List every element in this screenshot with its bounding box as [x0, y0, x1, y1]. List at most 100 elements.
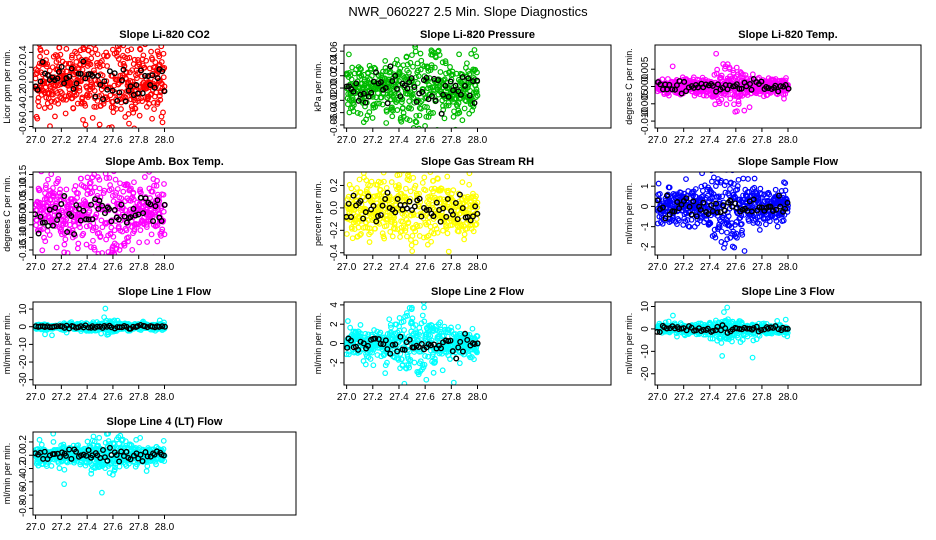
x-tick-label: 27.8 [129, 135, 149, 146]
data-point [344, 318, 351, 324]
data-point [141, 174, 148, 180]
data-point [106, 28, 111, 33]
reference-point [733, 81, 740, 88]
reference-point [142, 195, 149, 202]
plot-frame [32, 301, 297, 386]
y-tick-label: -0.6 [18, 117, 29, 135]
reference-point [83, 216, 90, 223]
data-point [111, 172, 117, 175]
reference-point [442, 82, 449, 89]
panel-title: Slope Gas Stream RH [421, 156, 534, 168]
data-point [402, 225, 409, 231]
data-point [130, 189, 137, 196]
data-point [149, 115, 155, 122]
reference-point [408, 206, 415, 213]
data-point [347, 324, 354, 331]
data-point [108, 124, 115, 128]
reference-point [669, 86, 676, 93]
data-point [423, 376, 430, 383]
x-tick-label: 27.4 [700, 262, 720, 273]
data-point [456, 360, 463, 367]
reference-point [748, 86, 755, 93]
reference-point [46, 206, 53, 213]
x-tick-label: 27.6 [726, 135, 746, 146]
data-point [96, 185, 103, 192]
x-tick-label: 27.4 [389, 262, 409, 273]
reference-point [403, 205, 410, 212]
data-point [348, 76, 355, 83]
data-point [371, 327, 378, 333]
data-point [402, 227, 409, 234]
panel-4: Slope Amb. Box Temp.27.0 27.2 27.4 27.6 27.8… [2, 156, 297, 273]
reference-point [758, 78, 765, 85]
data-point [412, 322, 419, 329]
data-point [405, 219, 412, 226]
reference-point [373, 69, 380, 76]
data-point [434, 148, 439, 153]
data-point [368, 178, 375, 185]
y-tick-label: 0 [18, 324, 29, 330]
reference-point [100, 96, 107, 103]
data-point [416, 112, 423, 119]
data-point [406, 177, 413, 184]
data-point [383, 108, 390, 115]
data-point [733, 64, 740, 71]
data-point [91, 160, 96, 165]
y-tick-label: -0.4 [18, 103, 29, 121]
reference-point [469, 213, 476, 220]
data-point [362, 361, 369, 368]
x-tick-label: 27.8 [129, 262, 149, 273]
data-point [138, 95, 145, 102]
data-point [436, 52, 443, 58]
panel-title: Slope Li-820 Pressure [420, 29, 535, 41]
data-point [732, 221, 738, 228]
data-point [380, 172, 387, 176]
data-point [456, 109, 463, 116]
data-points [655, 163, 791, 254]
data-point [713, 70, 720, 77]
data-point [718, 96, 725, 103]
data-point [413, 280, 418, 285]
reference-point [82, 75, 89, 82]
reference-point [714, 81, 721, 88]
data-point [152, 59, 159, 66]
data-point [99, 250, 106, 255]
data-point [160, 50, 167, 57]
x-tick-label: 27.2 [52, 392, 72, 403]
reference-point [106, 205, 113, 212]
reference-point [45, 222, 52, 229]
x-tick-label: 27.6 [103, 135, 123, 146]
data-point [409, 232, 416, 239]
reference-point [437, 345, 444, 352]
data-point [86, 45, 92, 47]
reference-point [370, 78, 377, 85]
reference-point [756, 204, 763, 211]
data-point [449, 71, 456, 78]
data-point [400, 334, 407, 341]
y-tick-label: -0.10 [18, 226, 29, 249]
data-point [706, 163, 711, 168]
data-point [782, 180, 789, 187]
data-point [403, 310, 410, 316]
data-point [417, 328, 424, 335]
data-point [363, 186, 370, 193]
data-point [746, 104, 753, 111]
data-point [718, 72, 725, 79]
data-point [394, 61, 401, 68]
data-point [461, 231, 468, 238]
data-point [417, 50, 424, 57]
data-point [473, 193, 479, 200]
data-point [97, 194, 104, 201]
x-tick-label: 28.0 [468, 135, 488, 146]
data-point [403, 30, 408, 35]
reference-point [401, 346, 408, 353]
data-point [420, 292, 425, 297]
data-point [686, 223, 693, 230]
data-point [674, 333, 680, 340]
data-point [430, 110, 437, 116]
data-point [82, 35, 87, 40]
data-point [367, 229, 374, 236]
